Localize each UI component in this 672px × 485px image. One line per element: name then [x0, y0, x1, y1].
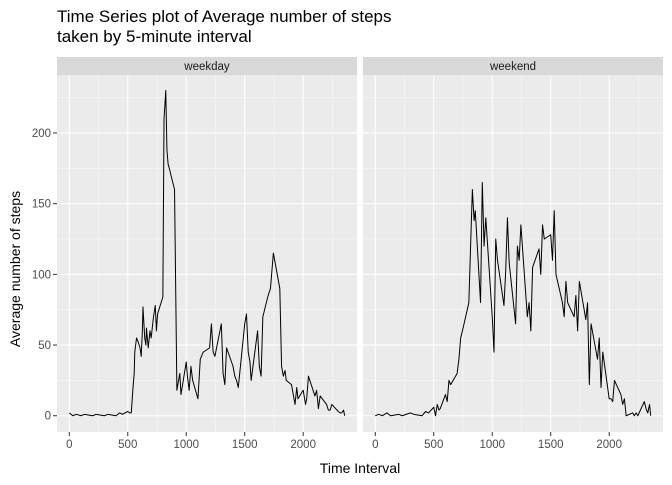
x-tick-label: 0	[372, 439, 378, 451]
chart-title-line-2: taken by 5-minute interval	[57, 27, 252, 46]
facet-panel-weekday: weekday 0 500 1000 1500 2000 0 50 100 150 200	[32, 57, 357, 451]
x-tick-label: 1500	[538, 439, 564, 451]
x-tick-label: 500	[424, 439, 443, 451]
x-axis-title: Time Interval	[320, 460, 400, 476]
y-tick-label: 200	[32, 128, 51, 140]
x-tick-label: 2000	[596, 439, 622, 451]
y-tick-label: 100	[32, 269, 51, 281]
chart-title-line-1: Time Series plot of Average number of st…	[57, 7, 392, 26]
facet-strip-label-weekend: weekend	[489, 61, 536, 73]
x-tick-label: 1500	[232, 439, 258, 451]
series-line-weekend	[375, 181, 652, 417]
y-tick-label: 150	[32, 199, 51, 211]
facet-panel-weekend: weekend 0 500 1000 1500 2000	[363, 57, 663, 451]
x-tick-label: 1000	[479, 439, 505, 451]
facet-strip-weekday	[57, 57, 357, 75]
x-tick-label: 500	[118, 439, 137, 451]
x-tick-label: 0	[66, 439, 72, 451]
series-line-weekday	[68, 90, 346, 417]
panel-background-weekend	[363, 75, 663, 432]
facet-strip-label-weekday: weekday	[183, 61, 230, 73]
x-tick-label: 1000	[173, 439, 199, 451]
facet-strip-weekend	[363, 57, 663, 75]
y-tick-label: 0	[45, 411, 51, 423]
y-axis-title: Average number of steps	[7, 191, 23, 347]
panel-background-weekday	[57, 75, 357, 432]
x-tick-label: 2000	[290, 439, 316, 451]
y-tick-label: 50	[38, 340, 51, 352]
